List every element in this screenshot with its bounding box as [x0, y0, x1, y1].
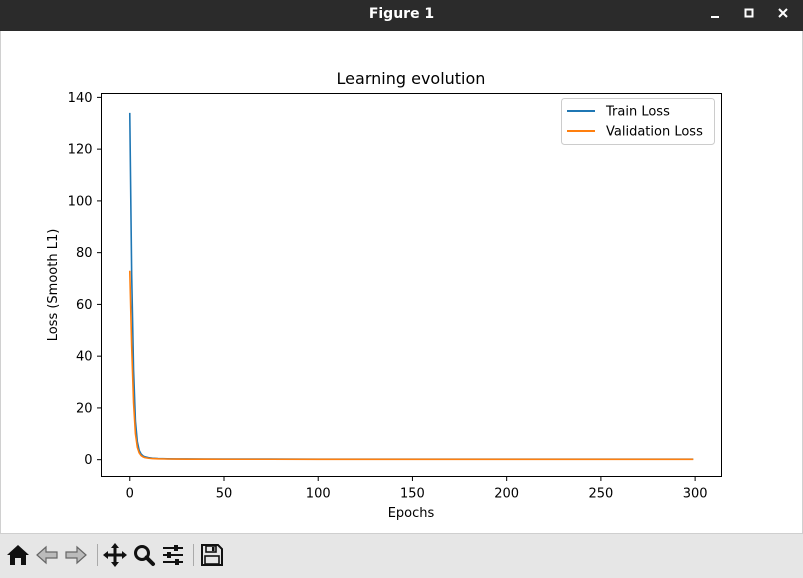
back-button[interactable] — [34, 542, 60, 568]
plot-frame — [101, 93, 722, 477]
close-button[interactable] — [771, 4, 795, 24]
move-arrows-icon — [103, 543, 127, 567]
y-tick-label: 140 — [68, 91, 93, 106]
series-line-validation-loss — [128, 270, 694, 461]
y-tick-label: 0 — [84, 453, 92, 468]
y-axis-label: Loss (Smooth L1) — [46, 229, 61, 342]
forward-button[interactable] — [63, 542, 89, 568]
axes: 0 50 100 150 200 250 300 0 20 40 60 80 100 120 140 — [68, 91, 708, 502]
series-lines — [128, 112, 694, 461]
window-border-left — [0, 31, 1, 533]
x-tick-label: 50 — [216, 487, 233, 502]
x-tick-label: 250 — [588, 487, 613, 502]
series-line-train-loss — [128, 112, 694, 460]
title-bar: Figure 1 — [0, 0, 803, 31]
save-button[interactable] — [199, 542, 225, 568]
minimize-icon — [711, 16, 719, 18]
maximize-icon — [744, 8, 754, 18]
home-icon — [7, 545, 29, 565]
x-tick-label: 0 — [126, 487, 134, 502]
navigation-toolbar — [0, 533, 803, 578]
y-tick-label: 40 — [76, 350, 93, 365]
x-tick-label: 100 — [306, 487, 331, 502]
y-tick-label: 120 — [68, 143, 93, 158]
x-tick-label: 150 — [400, 487, 425, 502]
maximize-button[interactable] — [737, 4, 761, 24]
configure-subplots-button[interactable] — [160, 542, 186, 568]
legend-label-train: Train Loss — [605, 105, 670, 120]
floppy-disk-icon — [201, 544, 223, 566]
x-tick-label: 300 — [683, 487, 708, 502]
x-tick-label: 200 — [494, 487, 519, 502]
figure-canvas[interactable]: Learning evolution Epochs Loss (Smooth L… — [1, 31, 801, 532]
y-tick-label: 20 — [76, 401, 93, 416]
y-tick-label: 80 — [76, 246, 93, 261]
home-button[interactable] — [5, 542, 31, 568]
close-icon — [778, 8, 788, 18]
window-title: Figure 1 — [368, 6, 435, 22]
magnifier-icon — [134, 545, 155, 566]
toolbar-separator — [97, 544, 98, 566]
zoom-button[interactable] — [131, 542, 157, 568]
line-chart: Learning evolution Epochs Loss (Smooth L… — [46, 69, 722, 521]
y-tick-label: 100 — [68, 194, 93, 209]
pan-button[interactable] — [102, 542, 128, 568]
legend-box — [561, 98, 715, 145]
sliders-icon — [163, 545, 183, 565]
forward-arrow-icon — [65, 545, 87, 565]
legend: Train Loss Validation Loss — [561, 98, 715, 145]
x-axis-label: Epochs — [388, 506, 435, 521]
y-tick-label: 60 — [76, 298, 93, 313]
chart-title: Learning evolution — [337, 69, 486, 88]
minimize-button[interactable] — [703, 4, 727, 24]
toolbar-separator — [193, 544, 194, 566]
back-arrow-icon — [36, 545, 58, 565]
legend-label-validation: Validation Loss — [606, 125, 703, 140]
